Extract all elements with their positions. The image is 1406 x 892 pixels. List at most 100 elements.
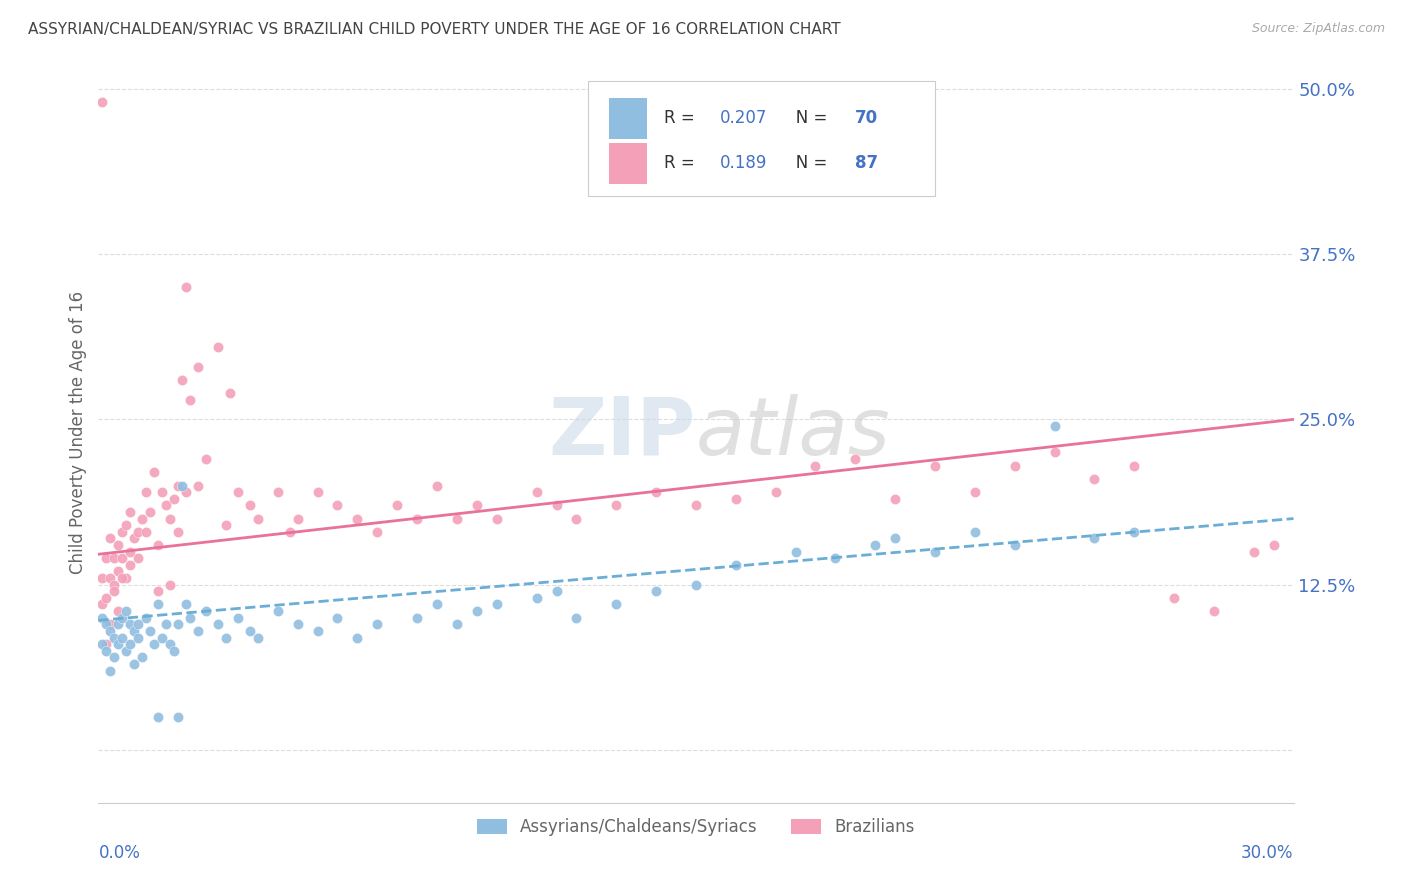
Point [91, 571, 114, 585]
Point [120, 637, 142, 651]
Point [326, 499, 349, 513]
Point [124, 657, 146, 671]
Point [1004, 538, 1026, 552]
Point [131, 650, 153, 665]
Point [103, 551, 125, 566]
Point [346, 511, 368, 525]
Point [172, 373, 194, 387]
Point [924, 458, 946, 473]
Point [98, 664, 122, 678]
Point [207, 617, 229, 632]
Point [115, 604, 138, 618]
Point [546, 584, 568, 599]
Point [96, 637, 118, 651]
Point [150, 485, 173, 500]
Point [98, 624, 122, 638]
Point [239, 624, 262, 638]
Point [174, 280, 197, 294]
Point [98, 532, 122, 546]
Text: R =: R = [664, 109, 700, 127]
Point [1043, 445, 1066, 459]
Point [326, 611, 349, 625]
Point [804, 458, 827, 473]
Point [167, 710, 190, 724]
Point [135, 485, 157, 500]
Point [724, 491, 747, 506]
Point [107, 565, 129, 579]
Point [207, 340, 229, 354]
Point [865, 538, 887, 552]
Point [167, 478, 190, 492]
Point [159, 577, 181, 591]
Point [1243, 544, 1265, 558]
Point [426, 478, 449, 492]
Point [465, 604, 488, 618]
Point [163, 644, 186, 658]
Point [96, 644, 118, 658]
Point [174, 485, 197, 500]
Point [485, 511, 508, 525]
Point [96, 591, 118, 605]
Point [107, 637, 129, 651]
Point [226, 485, 249, 500]
Point [148, 584, 170, 599]
Point [219, 386, 242, 401]
Point [446, 511, 468, 525]
Point [884, 491, 907, 506]
Point [96, 551, 118, 566]
Point [1123, 524, 1146, 539]
Point [111, 611, 134, 625]
Point [115, 644, 138, 658]
Point [139, 505, 162, 519]
Point [215, 518, 238, 533]
Text: ASSYRIAN/CHALDEAN/SYRIAC VS BRAZILIAN CHILD POVERTY UNDER THE AGE OF 16 CORRELAT: ASSYRIAN/CHALDEAN/SYRIAC VS BRAZILIAN CH… [28, 22, 841, 37]
Point [287, 511, 309, 525]
Point [187, 478, 209, 492]
Point [143, 465, 166, 479]
Point [107, 617, 129, 632]
Point [159, 637, 181, 651]
Point [107, 538, 129, 552]
Point [127, 524, 149, 539]
Point [645, 485, 668, 500]
Point [120, 617, 142, 632]
Point [103, 650, 125, 665]
Point [765, 485, 787, 500]
Legend: Assyrians/Chaldeans/Syriacs, Brazilians: Assyrians/Chaldeans/Syriacs, Brazilians [470, 811, 922, 843]
Point [111, 631, 134, 645]
Point [111, 571, 134, 585]
Point [111, 551, 134, 566]
Point [565, 611, 588, 625]
Point [91, 598, 114, 612]
Point [124, 624, 146, 638]
Text: R =: R = [664, 154, 700, 172]
Point [446, 617, 468, 632]
Point [1083, 472, 1105, 486]
Point [98, 617, 122, 632]
Point [366, 617, 388, 632]
Y-axis label: Child Poverty Under the Age of 16: Child Poverty Under the Age of 16 [69, 291, 87, 574]
Point [1043, 419, 1066, 434]
Point [465, 499, 488, 513]
Point [159, 511, 181, 525]
Point [127, 631, 149, 645]
Text: ZIP: ZIP [548, 393, 696, 472]
Point [150, 631, 173, 645]
Text: 87: 87 [855, 154, 877, 172]
Point [724, 558, 747, 572]
Point [148, 710, 170, 724]
Point [346, 631, 368, 645]
Point [155, 617, 177, 632]
Point [565, 511, 588, 525]
Point [195, 604, 218, 618]
Point [135, 524, 157, 539]
Point [526, 591, 548, 605]
Point [115, 518, 138, 533]
Point [120, 558, 142, 572]
Point [605, 499, 627, 513]
Point [111, 524, 134, 539]
Point [685, 499, 707, 513]
Point [246, 511, 269, 525]
Point [124, 532, 146, 546]
Point [485, 598, 508, 612]
